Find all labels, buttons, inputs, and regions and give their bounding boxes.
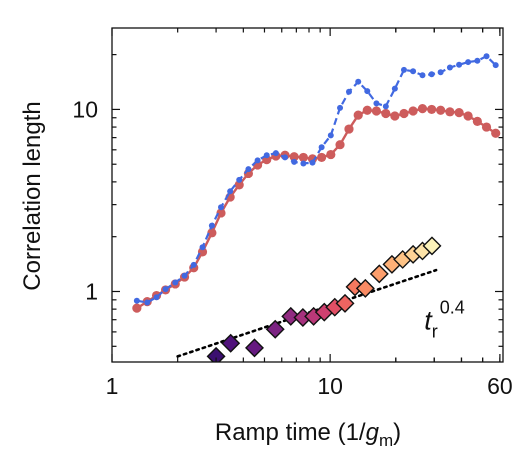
red-data-point (390, 111, 400, 121)
diamond-data-point (206, 346, 226, 362)
blue-data-point (291, 158, 298, 165)
red-data-point (353, 110, 363, 120)
blue-data-point (190, 261, 197, 268)
power-law-annotation: tr0.4 (424, 297, 465, 341)
red-data-point (298, 152, 308, 163)
diamond-data-point (281, 306, 301, 326)
blue-data-point (446, 64, 453, 71)
red-data-point (463, 111, 473, 121)
blue-data-point (227, 188, 234, 195)
solid-series-line (136, 107, 497, 310)
blue-data-point (327, 132, 334, 139)
blue-data-point (419, 72, 426, 79)
blue-data-point (456, 61, 463, 68)
red-data-point (427, 104, 437, 115)
red-data-point (362, 105, 372, 115)
red-data-point (335, 140, 345, 150)
blue-data-point (373, 100, 380, 107)
red-data-point (317, 152, 327, 163)
blue-data-point (382, 103, 389, 110)
x-axis-label-text: Ramp time (1/ (215, 419, 366, 446)
blue-data-point (282, 154, 289, 161)
blue-data-point (208, 222, 215, 229)
blue-data-point (337, 104, 344, 111)
diamond-data-point (221, 333, 241, 353)
diamond-data-point (355, 278, 375, 298)
blue-data-point (263, 152, 270, 159)
x-tick-label: 1 (106, 373, 119, 399)
x-axis-label-var: g (366, 419, 380, 446)
blue-data-point (465, 59, 472, 66)
blue-data-point (309, 159, 316, 166)
blue-data-point (153, 294, 160, 301)
series-layer (132, 53, 501, 362)
red-data-point (234, 180, 244, 190)
x-axis-label: Ramp time (1/gm) (215, 419, 401, 450)
y-tick-label: 1 (85, 278, 98, 304)
blue-data-point (474, 57, 481, 64)
red-data-point (454, 108, 464, 118)
y-axis-label: Correlation length (19, 101, 46, 290)
red-data-point (399, 108, 409, 119)
blue-data-point (300, 160, 307, 167)
red-data-point (472, 116, 482, 126)
power-law-fit-line (176, 268, 438, 358)
annotation-superscript: 0.4 (440, 297, 465, 317)
blue-data-point (162, 286, 169, 293)
red-data-point (491, 128, 501, 138)
blue-data-point (181, 272, 188, 279)
blue-data-point (410, 68, 417, 75)
blue-data-point (483, 53, 490, 60)
plot-frame (111, 27, 504, 363)
blue-data-point (144, 299, 151, 306)
diamond-data-point (265, 319, 285, 339)
blue-data-point (218, 204, 225, 211)
x-tick-label: 10 (317, 373, 343, 399)
blue-data-point (345, 88, 352, 95)
red-data-point (132, 303, 142, 313)
red-data-point (481, 122, 492, 132)
blue-data-point (355, 78, 362, 85)
x-tick-label: 60 (487, 373, 513, 399)
blue-data-point (437, 69, 444, 76)
blue-data-point (391, 85, 398, 92)
blue-data-point (245, 166, 252, 173)
blue-data-point (364, 88, 371, 95)
blue-data-point (172, 279, 179, 286)
diamond-data-point (245, 338, 264, 358)
red-data-point (371, 106, 382, 116)
diamond-data-point (422, 236, 442, 256)
blue-data-point (492, 62, 499, 69)
x-axis-label-close: ) (393, 419, 401, 446)
red-data-point (207, 228, 217, 238)
blue-data-point (318, 144, 325, 151)
blue-data-point (133, 297, 140, 304)
x-axis-label-sub: m (379, 431, 393, 450)
blue-data-point (272, 150, 279, 157)
dashed-series-line (136, 55, 497, 304)
blue-data-point (236, 176, 243, 183)
y-tick-label: 10 (72, 96, 98, 122)
blue-data-point (428, 71, 435, 78)
blue-data-point (254, 157, 261, 164)
annotation-base: t (424, 305, 433, 335)
red-data-point (445, 107, 455, 117)
red-data-point (381, 108, 391, 119)
red-data-point (326, 149, 336, 160)
red-data-point (436, 105, 446, 115)
red-data-point (289, 152, 299, 162)
red-data-point (344, 124, 354, 134)
blue-data-point (400, 66, 407, 73)
red-data-point (408, 106, 418, 116)
annotation-subscript: r (432, 321, 438, 341)
blue-data-point (199, 244, 206, 251)
diamond-data-point (335, 293, 355, 313)
red-data-point (216, 208, 226, 218)
red-data-point (417, 104, 428, 114)
diamond-data-point (369, 264, 389, 284)
